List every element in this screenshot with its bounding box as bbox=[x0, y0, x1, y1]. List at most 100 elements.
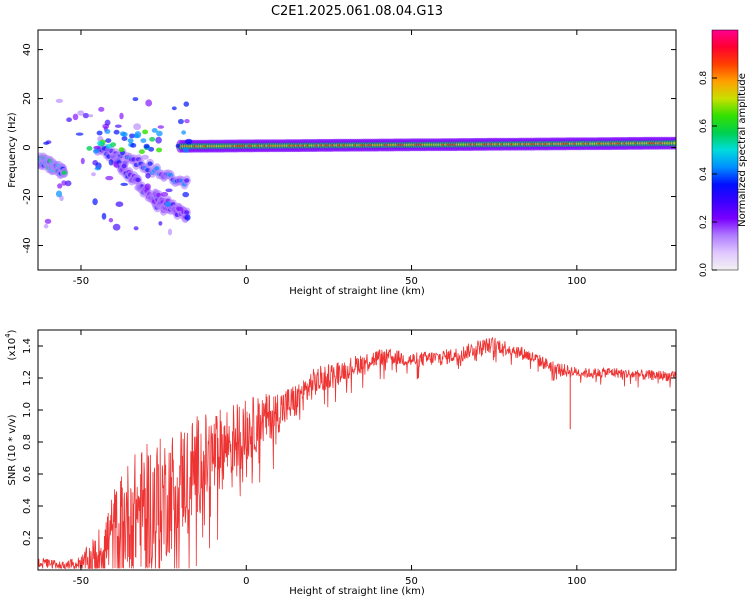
colorbar-label: Normalized spectral amplitude bbox=[737, 73, 748, 227]
scatter-dot bbox=[185, 138, 193, 145]
snr-multiplier-close: ) bbox=[7, 329, 18, 333]
scatter-dot bbox=[82, 112, 89, 119]
cluster-blob bbox=[105, 138, 112, 144]
snr-frame bbox=[37, 329, 677, 571]
scatter-dot bbox=[92, 198, 98, 206]
y-tick-label: 1.0 bbox=[22, 402, 33, 418]
scatter-dot bbox=[43, 141, 50, 145]
x-tick-label: 0 bbox=[243, 276, 249, 287]
snr-marks bbox=[38, 336, 676, 570]
scatter-dot bbox=[115, 201, 124, 207]
y-tick-label: -40 bbox=[22, 237, 33, 253]
scatter-dot bbox=[112, 223, 121, 231]
snr-y-multiplier: (x104) bbox=[4, 329, 18, 360]
y-tick-label: -20 bbox=[22, 188, 33, 204]
spectrogram-y-axis-label: Frequency (Hz) bbox=[7, 112, 18, 188]
svg-text:(x104): (x104) bbox=[4, 329, 18, 360]
scatter-dot bbox=[88, 114, 94, 118]
colorbar-body bbox=[711, 29, 739, 271]
x-tick-label: 100 bbox=[567, 276, 586, 287]
scatter-dot bbox=[165, 188, 173, 193]
cluster-blob bbox=[121, 132, 128, 137]
x-tick-label: 50 bbox=[405, 276, 418, 287]
scatter-blob bbox=[135, 177, 141, 183]
scatter-dot bbox=[72, 113, 79, 121]
cluster-blob bbox=[113, 129, 120, 135]
scatter-dot bbox=[158, 221, 163, 226]
scatter-dot bbox=[44, 218, 52, 224]
spectrogram-frame bbox=[37, 29, 677, 271]
spectrogram-x-ticks: -50 0 50 100 bbox=[73, 30, 586, 287]
scatter-dot bbox=[176, 206, 184, 211]
spectrogram-marks bbox=[38, 97, 676, 236]
colorbar-tick-label: 0.4 bbox=[699, 167, 709, 182]
scatter-dot bbox=[182, 146, 190, 153]
scatter-dot bbox=[66, 117, 72, 122]
y-tick-label: 20 bbox=[22, 92, 33, 105]
scatter-dot bbox=[98, 106, 105, 112]
scatter-dot bbox=[55, 98, 64, 103]
y-tick-label: 0.4 bbox=[22, 498, 33, 514]
cluster-blob bbox=[86, 146, 93, 151]
colorbar-tick-label: 0.2 bbox=[699, 215, 709, 229]
scatter-dot bbox=[80, 157, 85, 165]
spectrogram-panel: -50 0 50 100 40 20 0 -20 -40 Height of straight… bbox=[7, 29, 677, 297]
spectrogram-x-axis-label: Height of straight line (km) bbox=[289, 286, 425, 297]
snr-y-ticks: 0.2 0.4 0.6 0.8 1.0 1.2 1.4 bbox=[22, 338, 676, 546]
y-tick-label: 0.6 bbox=[22, 466, 33, 482]
cluster-blob bbox=[104, 129, 111, 134]
scatter-dot bbox=[114, 124, 122, 128]
scatter-dot bbox=[120, 182, 128, 186]
scatter-dot bbox=[161, 174, 167, 181]
scatter-blob bbox=[184, 178, 190, 183]
cluster-blob bbox=[143, 143, 150, 149]
scatter-dot bbox=[113, 161, 119, 168]
cluster-blob bbox=[118, 147, 125, 153]
scatter-dot bbox=[111, 154, 118, 161]
scatter-blob bbox=[61, 170, 67, 175]
x-tick-label: 100 bbox=[567, 576, 586, 587]
scatter-dot bbox=[133, 226, 139, 231]
scatter-dot bbox=[141, 154, 149, 160]
scatter-blob bbox=[184, 210, 190, 215]
scatter-dot bbox=[57, 183, 63, 189]
cluster-blob bbox=[156, 147, 163, 153]
scatter-dot bbox=[182, 191, 190, 198]
cluster-blob bbox=[142, 129, 149, 135]
scatter-dot bbox=[167, 228, 173, 236]
scatter-dot bbox=[93, 145, 101, 150]
scatter-dot bbox=[94, 166, 101, 171]
scatter-dot bbox=[145, 173, 151, 179]
scatter-dot bbox=[104, 119, 111, 126]
cluster-blob bbox=[130, 143, 137, 148]
cluster-blob bbox=[129, 133, 135, 139]
snr-multiplier-base: (x10 bbox=[7, 338, 18, 361]
scatter-dot bbox=[183, 101, 190, 107]
scatter-dot bbox=[145, 99, 153, 107]
colorbar: 0.0 0.2 0.4 0.6 0.8 Normalized spectral ampl… bbox=[699, 29, 748, 277]
scatter-dot bbox=[177, 118, 184, 125]
snr-series-line bbox=[38, 336, 676, 570]
cluster-blob bbox=[96, 130, 103, 136]
snr-x-ticks: -50 0 50 100 bbox=[73, 330, 586, 587]
cluster-blob bbox=[138, 149, 145, 155]
cluster-blob bbox=[97, 140, 104, 146]
scatter-dot bbox=[155, 136, 162, 144]
x-tick-label: -50 bbox=[73, 276, 89, 287]
scatter-dot bbox=[157, 125, 164, 129]
y-tick-label: 1.2 bbox=[22, 370, 33, 386]
scatter-dot bbox=[181, 130, 187, 135]
x-tick-label: 0 bbox=[243, 576, 249, 587]
scatter-dot bbox=[175, 143, 181, 148]
scatter-dot bbox=[164, 201, 172, 207]
snr-panel: -50 0 50 100 0.2 0.4 0.6 0.8 1.0 1.2 1.4 Height o… bbox=[4, 329, 677, 597]
scatter-dot bbox=[55, 190, 63, 198]
cluster-blob bbox=[110, 142, 117, 148]
scatter-blob bbox=[154, 166, 160, 171]
snr-y-axis-label: SNR (10 * v/v) bbox=[7, 414, 18, 485]
scatter-blob bbox=[121, 163, 127, 169]
scatter-dot bbox=[161, 191, 169, 197]
cluster-blob bbox=[140, 138, 147, 144]
x-tick-label: 50 bbox=[405, 576, 418, 587]
scatter-dot bbox=[132, 97, 139, 102]
